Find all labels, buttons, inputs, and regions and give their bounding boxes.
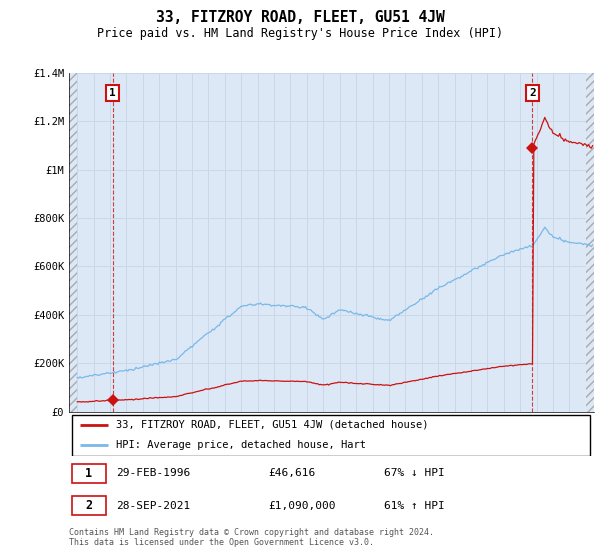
Text: 2: 2 xyxy=(85,499,92,512)
Text: £1,090,000: £1,090,000 xyxy=(269,501,336,511)
Bar xyxy=(71,464,106,483)
Text: £46,616: £46,616 xyxy=(269,468,316,478)
Text: 67% ↓ HPI: 67% ↓ HPI xyxy=(384,468,445,478)
Text: 33, FITZROY ROAD, FLEET, GU51 4JW (detached house): 33, FITZROY ROAD, FLEET, GU51 4JW (detac… xyxy=(116,420,429,430)
Text: 61% ↑ HPI: 61% ↑ HPI xyxy=(384,501,445,511)
Text: Contains HM Land Registry data © Crown copyright and database right 2024.
This d: Contains HM Land Registry data © Crown c… xyxy=(69,528,434,547)
Text: 28-SEP-2021: 28-SEP-2021 xyxy=(116,501,191,511)
Bar xyxy=(69,73,77,412)
Text: Price paid vs. HM Land Registry's House Price Index (HPI): Price paid vs. HM Land Registry's House … xyxy=(97,27,503,40)
Text: 1: 1 xyxy=(85,467,92,480)
Bar xyxy=(586,73,594,412)
Bar xyxy=(71,496,106,515)
Text: 2: 2 xyxy=(529,88,536,98)
Text: 29-FEB-1996: 29-FEB-1996 xyxy=(116,468,191,478)
Text: 1: 1 xyxy=(109,88,116,98)
Text: HPI: Average price, detached house, Hart: HPI: Average price, detached house, Hart xyxy=(116,440,366,450)
Text: 33, FITZROY ROAD, FLEET, GU51 4JW: 33, FITZROY ROAD, FLEET, GU51 4JW xyxy=(155,10,445,25)
